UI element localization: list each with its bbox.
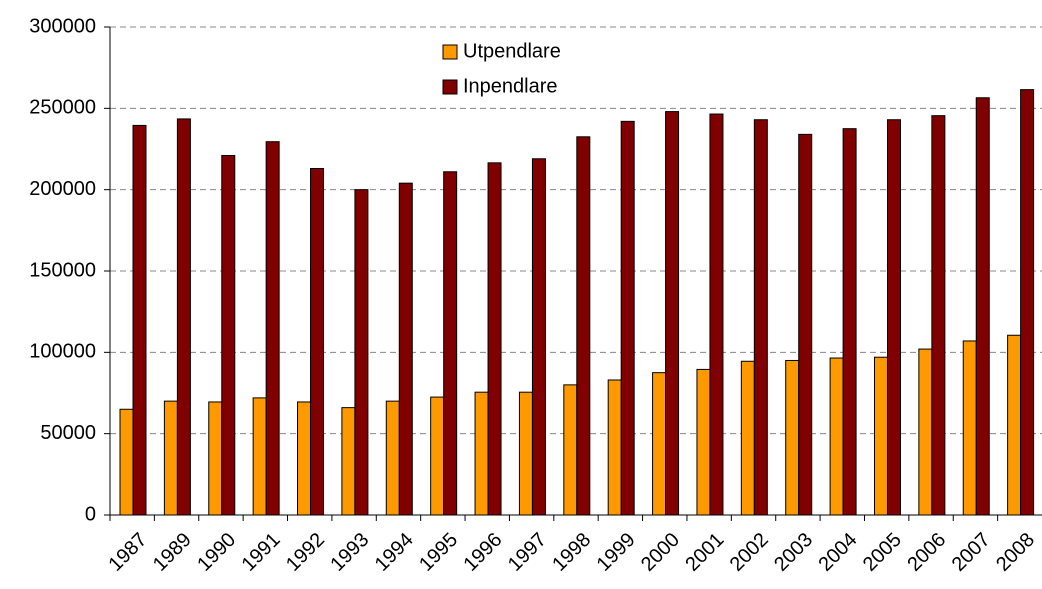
y-tick-label: 150000	[29, 259, 96, 281]
bar	[652, 372, 667, 516]
y-tick-label: 100000	[29, 341, 96, 363]
x-tick-label: 2005	[859, 529, 906, 576]
x-tick-label: 2008	[992, 529, 1039, 576]
x-tick-label: 1993	[326, 529, 373, 576]
x-tick-label: 1997	[504, 529, 551, 576]
bar	[132, 124, 147, 516]
bar	[385, 400, 400, 516]
legend-label: Utpendlare	[463, 40, 561, 62]
bar	[443, 171, 458, 516]
bar	[1007, 334, 1022, 516]
bar	[740, 360, 755, 516]
y-tick-label: 250000	[29, 97, 96, 119]
bar	[620, 120, 635, 516]
bar	[518, 391, 533, 516]
bar	[474, 391, 489, 516]
bar	[354, 189, 369, 516]
bar	[696, 368, 711, 516]
x-tick-label: 2007	[948, 529, 995, 576]
bar	[176, 118, 191, 516]
x-tick-label: 1994	[371, 529, 418, 576]
bar	[163, 400, 178, 516]
bar	[873, 356, 888, 516]
bar	[975, 97, 990, 516]
x-tick-label: 2003	[770, 529, 817, 576]
bar	[918, 348, 933, 516]
x-tick-label: 2002	[726, 529, 773, 576]
x-tick-label: 1987	[104, 529, 151, 576]
y-tick-label: 50000	[40, 422, 96, 444]
y-tick-label: 300000	[29, 15, 96, 37]
bar	[607, 379, 622, 516]
bar	[576, 136, 591, 516]
bar	[886, 119, 901, 516]
x-tick-label: 1992	[282, 529, 329, 576]
bar	[665, 111, 680, 516]
x-tick-label: 1995	[415, 529, 462, 576]
bar	[1020, 89, 1035, 516]
bar	[252, 397, 267, 516]
x-tick-label: 1996	[459, 529, 506, 576]
legend-swatch	[442, 79, 458, 95]
y-tick-label: 0	[85, 503, 96, 525]
x-tick-label: 1999	[593, 529, 640, 576]
x-tick-label: 1991	[238, 529, 285, 576]
x-tick-label: 1990	[193, 529, 240, 576]
bar	[829, 357, 844, 516]
bar	[785, 359, 800, 516]
x-tick-label: 2004	[815, 529, 862, 576]
x-tick-label: 1998	[548, 529, 595, 576]
bar	[119, 408, 134, 516]
x-tick-label: 2006	[903, 529, 950, 576]
bar	[842, 128, 857, 516]
x-tick-label: 2001	[681, 529, 728, 576]
bar	[310, 168, 325, 516]
x-tick-label: 2000	[637, 529, 684, 576]
bar	[709, 113, 724, 516]
bar	[297, 401, 312, 516]
bar	[341, 407, 356, 516]
bar	[265, 141, 280, 516]
bar	[563, 384, 578, 516]
bar	[221, 155, 236, 516]
y-tick-label: 200000	[29, 178, 96, 200]
bar	[531, 158, 546, 516]
bar	[931, 115, 946, 516]
x-tick-label: 1989	[149, 529, 196, 576]
bar	[753, 119, 768, 516]
bar	[430, 396, 445, 516]
bar	[398, 182, 413, 516]
bar	[208, 401, 223, 516]
legend-swatch	[442, 44, 458, 60]
bar	[962, 340, 977, 516]
bar	[487, 162, 502, 516]
legend-label: Inpendlare	[463, 75, 558, 97]
bar	[798, 133, 813, 516]
